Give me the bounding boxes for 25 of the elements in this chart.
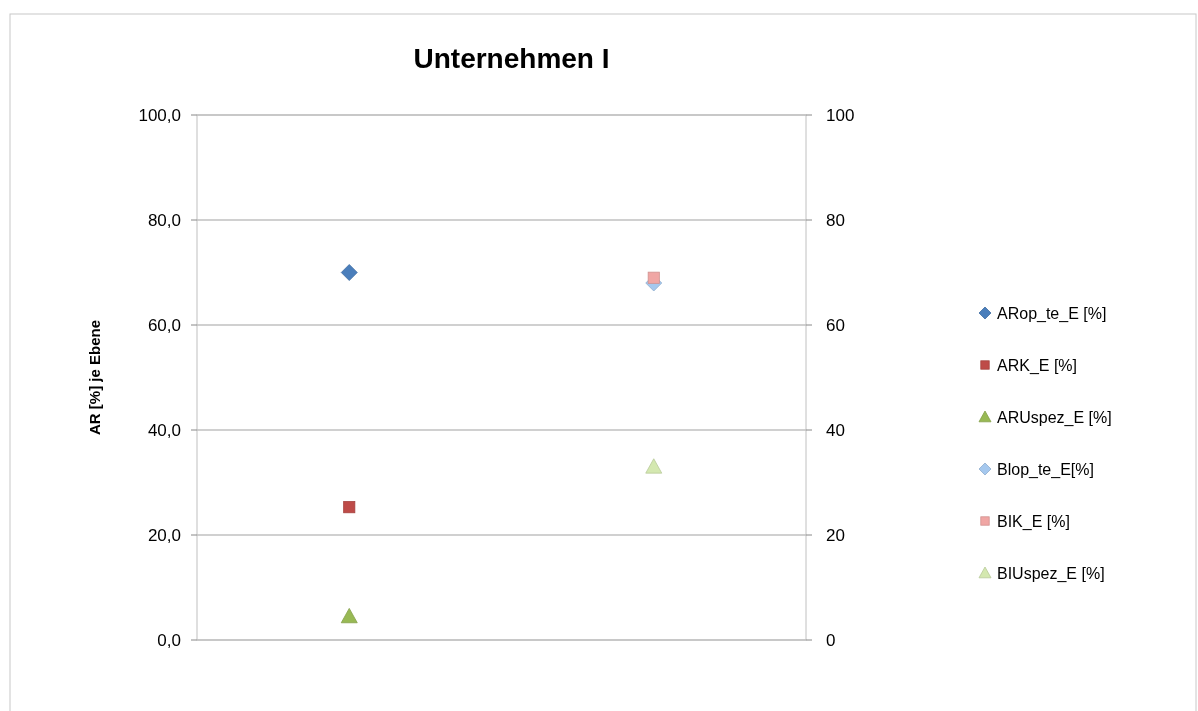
- y2-tick-label: 0: [826, 630, 836, 650]
- point: [343, 501, 356, 514]
- y2-tick-label: 20: [826, 525, 845, 545]
- y2-tick-label: 80: [826, 210, 845, 230]
- y-tick-label: 20,0: [147, 525, 181, 545]
- y2-tick-label: 100: [826, 105, 855, 125]
- y2-tick-label: 40: [826, 420, 845, 440]
- legend-label: ARUspez_E [%]: [997, 408, 1112, 427]
- y-axis-title: AR [%] je Ebene: [86, 319, 103, 436]
- legend-label: Blop_te_E[%]: [997, 460, 1094, 479]
- y-tick-label: 60,0: [147, 315, 181, 335]
- y-tick-label: 100,0: [138, 105, 181, 125]
- point: [340, 607, 358, 624]
- point: [647, 271, 660, 284]
- y-tick-label: 0,0: [157, 630, 181, 650]
- y-tick-label: 40,0: [147, 420, 181, 440]
- point: [645, 458, 663, 474]
- legend-label: ARK_E [%]: [997, 356, 1078, 375]
- y2-tick-label: 60: [826, 315, 845, 335]
- point: [340, 264, 358, 281]
- chart-title: Unternehmen I: [413, 43, 610, 74]
- y-tick-label: 80,0: [147, 210, 181, 230]
- legend-label: ARop_te_E [%]: [997, 304, 1107, 323]
- legend-label: BIK_E [%]: [997, 512, 1070, 531]
- legend-label: BIUspez_E [%]: [997, 564, 1105, 583]
